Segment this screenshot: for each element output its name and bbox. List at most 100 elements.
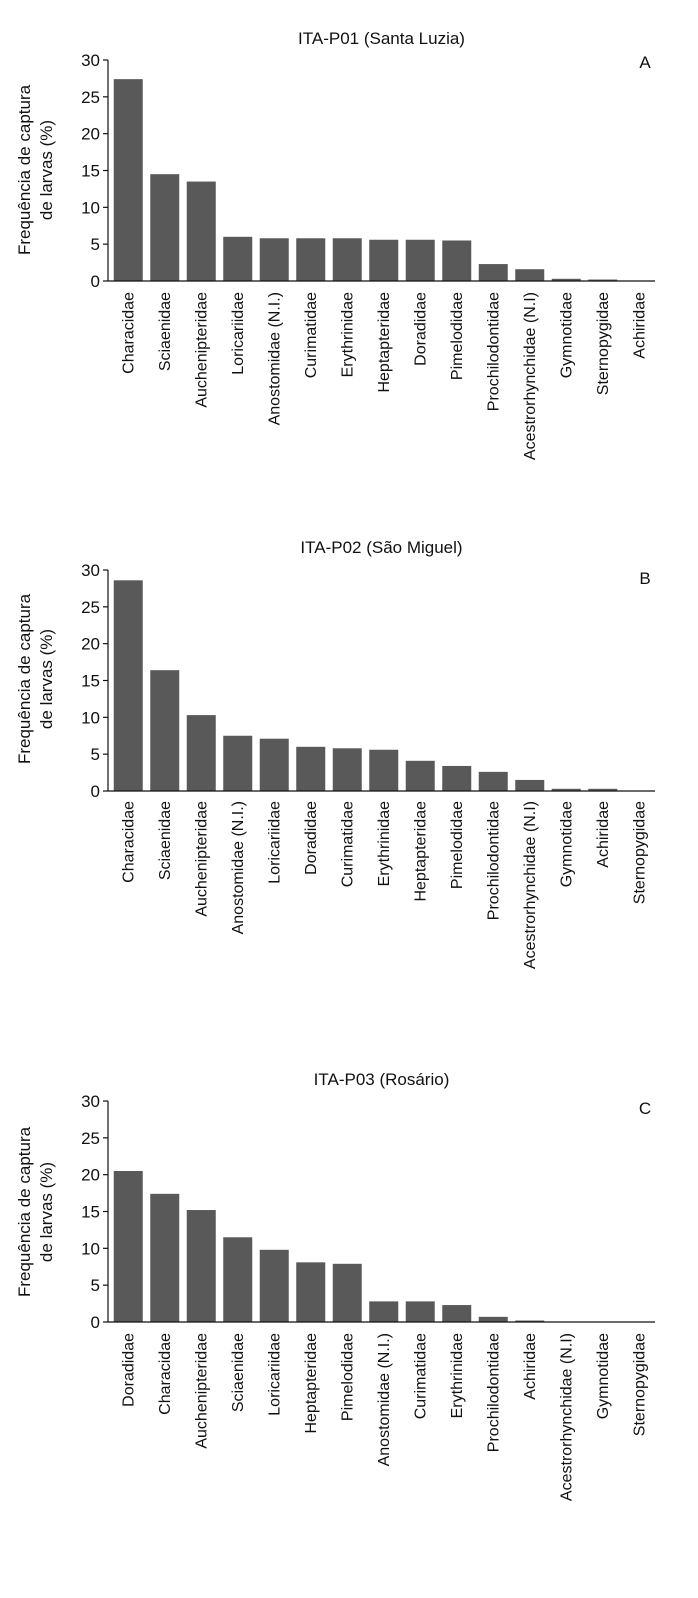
- x-category-label: Doradidae: [412, 292, 429, 366]
- bar: [588, 788, 618, 791]
- x-category-label: Sternopygidae: [595, 292, 612, 395]
- x-category-label: Pimelodidae: [449, 292, 466, 380]
- x-category-label: Prochilodontidae: [485, 801, 502, 920]
- y-tick-label: 20: [81, 635, 100, 654]
- x-category-label: Pimelodidae: [339, 1333, 356, 1421]
- y-tick-label: 15: [81, 162, 100, 181]
- bar: [113, 1170, 143, 1322]
- x-category-label: Loricariidae: [230, 292, 247, 375]
- x-category-label: Sternopygidae: [631, 1333, 648, 1436]
- bar: [113, 580, 143, 791]
- panel-label: A: [639, 53, 651, 72]
- x-category-label: Pimelodidae: [449, 801, 466, 889]
- x-category-label: Heptapteridae: [303, 1333, 320, 1434]
- bar: [515, 779, 545, 791]
- chart-panel-2: ITA-P02 (São Miguel) B Frequência de captu…: [15, 538, 655, 969]
- y-axis-label-line: Frequência de captura: [15, 1126, 34, 1297]
- bar: [186, 181, 216, 281]
- x-category-label: Characidae: [157, 1333, 174, 1415]
- x-category-label: Achiridae: [595, 801, 612, 868]
- y-axis-label: Frequência de captura de larvas (%): [15, 84, 56, 255]
- panel-label: B: [639, 569, 650, 588]
- bar: [478, 771, 508, 791]
- y-tick-label: 25: [81, 598, 100, 617]
- bar: [478, 264, 508, 281]
- bar: [551, 788, 581, 791]
- y-tick-label: 0: [91, 272, 100, 291]
- y-axis-label-line: de larvas (%): [37, 120, 56, 220]
- x-category-label: Acestrorhynchidae (N.I): [558, 1333, 575, 1501]
- y-axis-label-line: de larvas (%): [37, 629, 56, 729]
- y-tick-label: 5: [91, 1276, 100, 1295]
- y-tick-label: 30: [81, 1092, 100, 1111]
- y-axis-label-line: Frequência de captura: [15, 593, 34, 764]
- bar: [405, 239, 435, 281]
- bar: [223, 236, 253, 281]
- y-tick-label: 10: [81, 198, 100, 217]
- y-axis-label: Frequência de captura de larvas (%): [15, 593, 56, 764]
- bar: [259, 738, 289, 791]
- chart-title: ITA-P02 (São Miguel): [300, 538, 462, 557]
- y-tick-label: 5: [91, 235, 100, 254]
- chart-panel-3: ITA-P03 (Rosário) C Frequência de captura d…: [15, 1070, 655, 1501]
- x-category-label: Sciaenidae: [230, 1333, 247, 1412]
- y-tick-label: 10: [81, 1239, 100, 1258]
- y-tick-label: 25: [81, 88, 100, 107]
- x-category-label: Anostomidae (N.I.): [266, 292, 283, 425]
- bar: [369, 239, 399, 281]
- y-axis-label-line: Frequência de captura: [15, 84, 34, 255]
- x-category-label: Achiridae: [631, 292, 648, 359]
- bar: [442, 765, 472, 791]
- bar: [442, 240, 472, 281]
- y-tick-label: 20: [81, 125, 100, 144]
- x-category-label: Anostomidae (N.I.): [230, 801, 247, 934]
- x-category-label: Doradidae: [303, 801, 320, 875]
- panel-label: C: [639, 1099, 651, 1118]
- x-category-label: Erythrinidae: [339, 292, 356, 377]
- bar: [515, 269, 545, 281]
- bar: [332, 748, 362, 791]
- y-axis-label: Frequência de captura de larvas (%): [15, 1126, 56, 1297]
- bar: [259, 1249, 289, 1322]
- x-category-label: Gymnotidae: [595, 1333, 612, 1419]
- y-tick-label: 0: [91, 782, 100, 801]
- bar: [150, 1193, 180, 1322]
- x-category-label: Gymnotidae: [558, 292, 575, 378]
- bar: [296, 1262, 326, 1322]
- x-category-label: Curimatidae: [339, 801, 356, 887]
- x-category-label: Heptapteridae: [376, 292, 393, 393]
- x-category-label: Characidae: [120, 801, 137, 883]
- bar: [223, 735, 253, 791]
- bar: [259, 238, 289, 281]
- bar: [369, 1301, 399, 1322]
- bar: [515, 1320, 545, 1322]
- bar: [186, 1210, 216, 1322]
- y-tick-label: 15: [81, 672, 100, 691]
- x-category-label: Gymnotidae: [558, 801, 575, 887]
- bar: [150, 670, 180, 791]
- x-category-label: Curimatidae: [303, 292, 320, 378]
- y-tick-label: 10: [81, 708, 100, 727]
- x-category-label: Acestrorhynchidae (N.I): [522, 801, 539, 969]
- bar: [551, 278, 581, 281]
- bar: [150, 174, 180, 281]
- bar: [113, 79, 143, 281]
- x-category-label: Sternopygidae: [631, 801, 648, 904]
- x-category-label: Achiridae: [522, 1333, 539, 1400]
- x-category-label: Doradidae: [120, 1333, 137, 1407]
- y-tick-label: 30: [81, 561, 100, 580]
- bar: [478, 1316, 508, 1322]
- bar: [588, 279, 618, 281]
- bar: [186, 715, 216, 791]
- x-category-label: Heptapteridae: [412, 801, 429, 902]
- bar: [223, 1237, 253, 1322]
- y-tick-label: 25: [81, 1129, 100, 1148]
- x-category-label: Erythrinidae: [449, 1333, 466, 1418]
- x-category-label: Erythrinidae: [376, 801, 393, 886]
- x-category-label: Prochilodontidae: [485, 1333, 502, 1452]
- bar: [442, 1305, 472, 1322]
- bar: [296, 746, 326, 791]
- x-category-label: Auchenipteridae: [193, 1333, 210, 1449]
- bar: [405, 760, 435, 791]
